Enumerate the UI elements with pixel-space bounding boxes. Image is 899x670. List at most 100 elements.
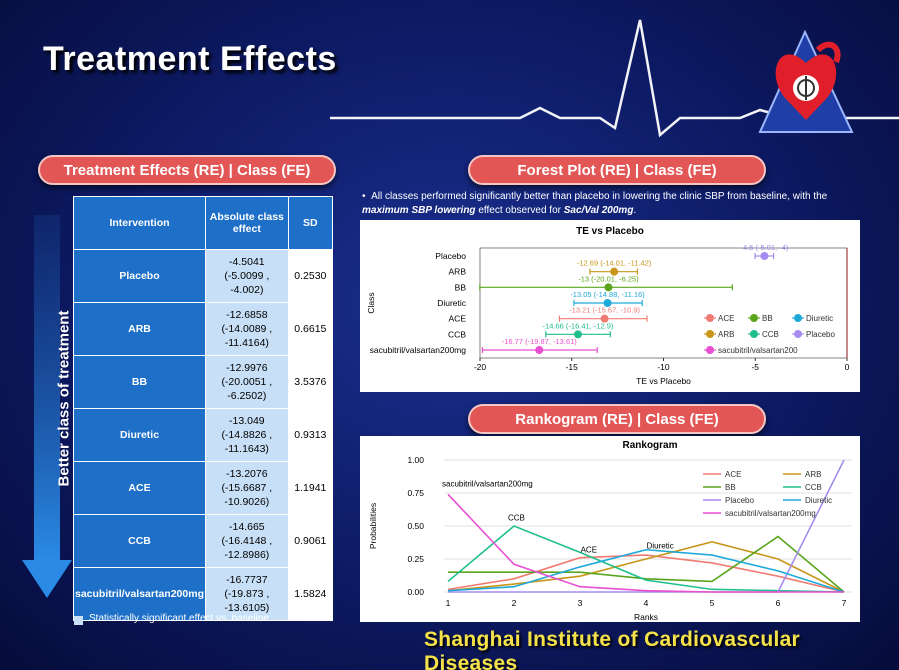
x-tick-label: 7 (842, 598, 847, 608)
bullet-text-a: All classes performed significantly bett… (371, 191, 828, 202)
chart-title: TE vs Placebo (576, 226, 644, 237)
bullet-text-d: Sac/Val 200mg (563, 205, 634, 216)
legend-key-marker (706, 346, 714, 354)
point-estimate (610, 267, 619, 276)
point-estimate (603, 299, 612, 307)
better-class-arrow-icon (22, 215, 72, 598)
effect-value: -16.7737 (226, 574, 268, 586)
significance-legend-swatch (74, 616, 83, 625)
legend-label: BB (762, 314, 773, 323)
y-tick-label: ARB (449, 267, 467, 277)
cell-intervention: ARB (73, 302, 206, 356)
logo-icon (758, 29, 854, 133)
cell-effect: -12.6858 (-14.0089 , -11.4164) (204, 302, 289, 356)
legend-label: sacubitril/valsartan200 (718, 346, 798, 355)
forest-plot: TE vs Placebo -20 -15 -10 -5 0 TE vs Placebo Cl… (366, 226, 850, 386)
y-tick-label: 0.00 (407, 587, 424, 597)
rankogram-panel: Rankogram 0.00 0.25 0.50 0.75 1.00 1 2 3 4 5 6 7 Rank… (360, 436, 860, 622)
series-line (447, 493, 844, 593)
effect-ci: (-15.6687 , -10.9026) (221, 482, 273, 508)
x-tick-label: -5 (751, 362, 759, 372)
effect-ci: (-5.0099 , -4.002) (224, 270, 270, 296)
legend-label: ACE (725, 470, 741, 479)
cell-intervention: ACE (73, 461, 206, 515)
table-row: ARB -12.6858 (-14.0089 , -11.4164) 0.6615 (73, 302, 334, 356)
forest-section-header: Forest Plot (RE) | Class (FE) (468, 155, 766, 185)
table-header-row: Intervention Absolute class effect SD (73, 196, 334, 250)
point-label: -13 (-20.01, -6.25) (578, 274, 639, 283)
cell-sd: 0.6615 (287, 302, 334, 356)
bullet-text-e: . (633, 205, 637, 216)
point-estimate (600, 314, 609, 323)
cell-intervention: sacubitril/valsartan200mg (73, 567, 206, 621)
y-tick-label: 0.50 (407, 521, 424, 531)
effect-value: -12.6858 (226, 309, 268, 321)
ecg-line-icon (330, 19, 899, 138)
point-label: -16.77 (-19.87, -13.61) (502, 337, 578, 346)
legend-key-marker (706, 314, 714, 322)
effect-ci: (-20.0051 , -6.2502) (221, 376, 273, 402)
legend-key-marker (794, 330, 802, 338)
legend-label: Placebo (725, 496, 754, 505)
cell-effect: -13.049 (-14.8826 , -11.1643) (204, 408, 289, 462)
legend-key-marker (750, 314, 758, 322)
series-annotation: CCB (508, 514, 525, 523)
x-axis-label: TE vs Placebo (636, 376, 691, 386)
effect-value: -12.9976 (226, 362, 268, 374)
legend-label: Placebo (806, 330, 835, 339)
legend-label: CCB (762, 330, 779, 339)
cell-intervention: BB (73, 355, 206, 409)
x-tick-label: -15 (566, 362, 579, 372)
column-header-intervention: Intervention (73, 196, 206, 250)
effect-ci: (-14.8826 , -11.1643) (221, 429, 273, 455)
table-row: BB -12.9976 (-20.0051 , -6.2502) 3.5376 (73, 355, 334, 409)
point-label: -12.69 (-14.01, -11.42) (577, 259, 652, 268)
legend-label: ARB (718, 330, 734, 339)
series-annotation: sacubitril/valsartan200mg (442, 479, 533, 488)
x-tick-label: 1 (446, 598, 451, 608)
point-label: -14.66 (-16.41, -12.9) (543, 321, 614, 330)
legend-label: BB (725, 483, 736, 492)
y-tick-label: Placebo (435, 251, 466, 261)
bullet-dot-icon: • (362, 191, 372, 202)
significance-legend-label: Statistically significant effect vs. bas… (89, 613, 269, 624)
chart-title: Rankogram (622, 440, 677, 451)
x-tick-label: -20 (474, 362, 487, 372)
effect-value: -13.049 (229, 415, 265, 427)
y-axis-label: Class (366, 292, 376, 313)
y-tick-label: 1.00 (407, 455, 424, 465)
y-tick-label: Diuretic (437, 298, 467, 308)
y-tick-label: ACE (449, 314, 467, 324)
cell-effect: -12.9976 (-20.0051 , -6.2502) (204, 355, 289, 409)
effect-ci: (-14.0089 , -11.4164) (221, 323, 273, 349)
y-tick-label: BB (455, 282, 467, 292)
series-annotation: ACE (581, 545, 597, 554)
cell-sd: 0.9061 (287, 514, 334, 568)
column-header-effect: Absolute class effect (204, 196, 289, 250)
better-class-label: Better class of treatment (55, 310, 73, 487)
effect-value: -4.5041 (229, 256, 265, 268)
forest-plot-panel: TE vs Placebo -20 -15 -10 -5 0 TE vs Placebo Cl… (360, 220, 860, 392)
legend-key-marker (750, 330, 758, 338)
legend-label: Diuretic (806, 314, 833, 323)
cell-sd: 0.9313 (287, 408, 334, 462)
series-line (447, 554, 845, 593)
point-estimate (535, 346, 544, 354)
bullet-text-b: maximum SBP lowering (362, 205, 476, 216)
point-estimate (760, 252, 769, 260)
cell-sd: 0.2530 (287, 249, 334, 303)
cell-effect: -16.7737 (-19.873 , -13.6105) (204, 567, 289, 621)
legend-key-marker (794, 314, 802, 322)
series-annotation: Diuretic (647, 541, 674, 550)
legend-label: ACE (718, 314, 734, 323)
summary-bullet: • All classes performed significantly be… (362, 190, 862, 218)
cell-sd: 1.1941 (287, 461, 334, 515)
x-tick-label: -10 (657, 362, 670, 372)
point-label: -13.05 (-14.88, -11.16) (570, 290, 645, 299)
effect-value: -14.665 (229, 521, 265, 533)
effect-ci: (-16.4148 , -12.8986) (221, 535, 273, 561)
point-estimate (604, 283, 613, 292)
y-axis-label: Probabilities (368, 503, 378, 549)
cell-effect: -13.2076 (-15.6687 , -10.9026) (204, 461, 289, 515)
